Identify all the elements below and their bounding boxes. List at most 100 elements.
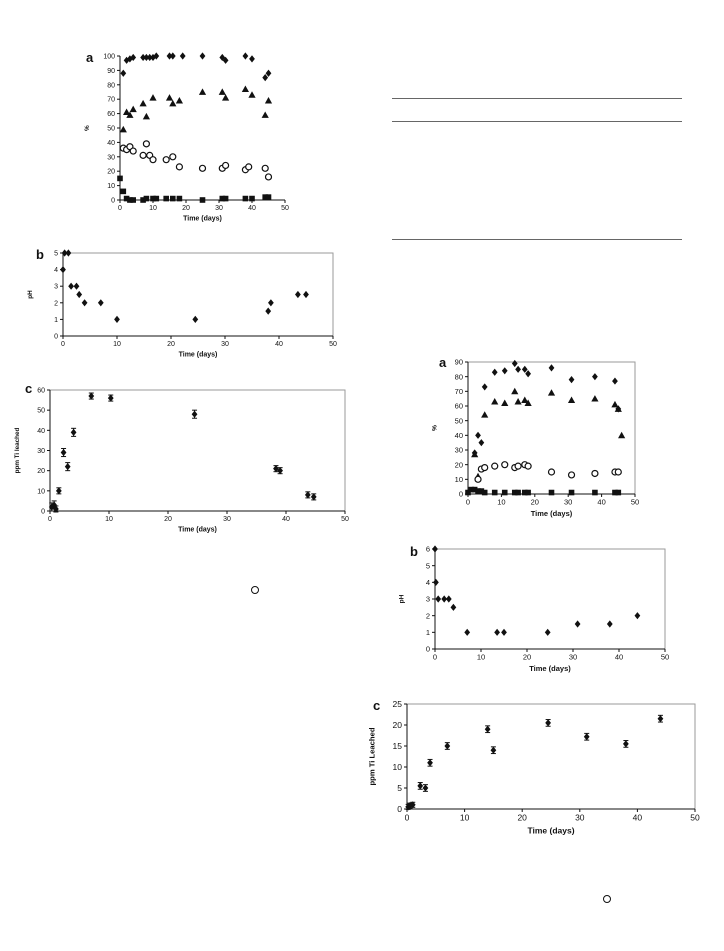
data-point <box>153 195 160 202</box>
data-point <box>68 282 74 290</box>
y-axis-title: ppm Ti leached <box>14 427 21 473</box>
data-point <box>574 620 581 628</box>
chart-6: 0 10 20 30 40 50 0 5 10 15 20 25 Time (days) ppm Ti L… <box>368 698 700 835</box>
data-point <box>179 52 186 60</box>
data-point <box>170 195 176 202</box>
series-triangle <box>119 85 273 133</box>
x-tick-label: 20 <box>164 516 172 523</box>
data-point <box>139 151 147 159</box>
data-point <box>262 74 269 82</box>
y-tick-label: 0 <box>111 197 115 204</box>
data-point <box>444 742 451 750</box>
y-tick-label: 5 <box>397 783 402 793</box>
series-diamond <box>48 392 317 513</box>
x-tick-label: 50 <box>631 498 639 507</box>
y-tick-label: 3 <box>54 284 58 291</box>
data-point <box>634 612 641 620</box>
y-tick-label: 30 <box>455 446 463 455</box>
y-tick-label: 6 <box>426 545 430 554</box>
y-tick-label: 4 <box>54 267 58 274</box>
data-point <box>475 431 481 439</box>
y-tick-label: 0 <box>41 508 45 515</box>
data-point <box>64 463 71 471</box>
data-point <box>501 489 508 496</box>
x-tick-label: 10 <box>149 205 157 212</box>
data-point <box>592 373 598 381</box>
data-point <box>478 488 485 494</box>
data-point <box>261 164 269 172</box>
x-tick-label: 50 <box>341 516 349 523</box>
data-point <box>501 628 507 636</box>
data-point <box>592 489 598 496</box>
data-point <box>417 782 424 790</box>
y-axis-title: % <box>432 425 439 431</box>
data-point <box>501 461 509 469</box>
y-axis-title: ppm Ti Leached <box>368 727 377 785</box>
panel-label: a <box>439 355 447 370</box>
y-tick-label: 5 <box>54 250 58 257</box>
data-point <box>107 394 114 402</box>
x-tick-label: 40 <box>597 498 605 507</box>
data-point <box>568 376 575 384</box>
x-tick-label: 30 <box>223 516 231 523</box>
data-point <box>409 801 416 809</box>
data-point <box>129 147 137 155</box>
x-tick-label: 30 <box>564 498 572 507</box>
y-tick-label: 50 <box>107 125 115 132</box>
data-point <box>245 163 253 171</box>
data-point <box>478 439 485 447</box>
data-point <box>657 715 664 723</box>
data-point <box>525 370 531 378</box>
data-point <box>222 56 229 64</box>
data-point <box>614 405 622 412</box>
series-open-circle <box>119 140 273 181</box>
data-point <box>175 97 183 104</box>
data-point <box>219 195 226 202</box>
x-tick-label: 0 <box>118 205 122 212</box>
x-tick-label: 50 <box>690 813 700 823</box>
data-point <box>76 290 83 299</box>
data-point <box>514 462 522 470</box>
open-circle-symbol-right <box>603 895 611 903</box>
y-tick-label: 10 <box>37 488 45 495</box>
data-point <box>422 784 429 792</box>
data-point <box>265 307 272 315</box>
y-tick-label: 3 <box>426 595 430 604</box>
data-point <box>583 733 590 741</box>
data-point <box>123 195 130 202</box>
data-point <box>511 387 519 395</box>
y-tick-label: 20 <box>37 468 45 475</box>
data-point <box>130 53 137 62</box>
y-tick-label: 50 <box>37 408 45 415</box>
data-point <box>511 489 518 496</box>
data-point <box>268 299 274 307</box>
data-point <box>567 471 576 479</box>
chart-2: 0 10 20 30 40 50 0 1 2 3 4 5 Time (days) pH b <box>27 247 337 359</box>
data-point <box>150 195 156 202</box>
y-tick-label: 40 <box>107 140 115 147</box>
data-point <box>198 164 207 172</box>
data-point <box>591 395 599 402</box>
y-tick-label: 15 <box>393 741 403 751</box>
panel-label: b <box>36 247 44 262</box>
data-point <box>618 431 626 439</box>
data-point <box>465 489 471 496</box>
y-tick-label: 5 <box>426 561 430 570</box>
data-point <box>494 628 500 636</box>
chart-4: 0 10 20 30 40 50 0 10 20 30 40 50 60 70 80 90 Time (days… <box>432 355 640 518</box>
y-tick-label: 90 <box>107 68 115 75</box>
data-point <box>129 105 137 113</box>
data-point <box>60 266 66 274</box>
x-tick-label: 50 <box>329 341 337 348</box>
data-point <box>568 489 575 496</box>
x-tick-label: 30 <box>575 813 585 823</box>
data-point <box>491 368 498 376</box>
data-point <box>606 620 613 628</box>
open-circle-symbol-left <box>251 586 259 594</box>
data-point <box>501 367 508 375</box>
data-point <box>242 195 249 202</box>
y-tick-label: 20 <box>393 720 403 730</box>
plot-frame <box>62 252 334 337</box>
data-point <box>169 99 177 107</box>
